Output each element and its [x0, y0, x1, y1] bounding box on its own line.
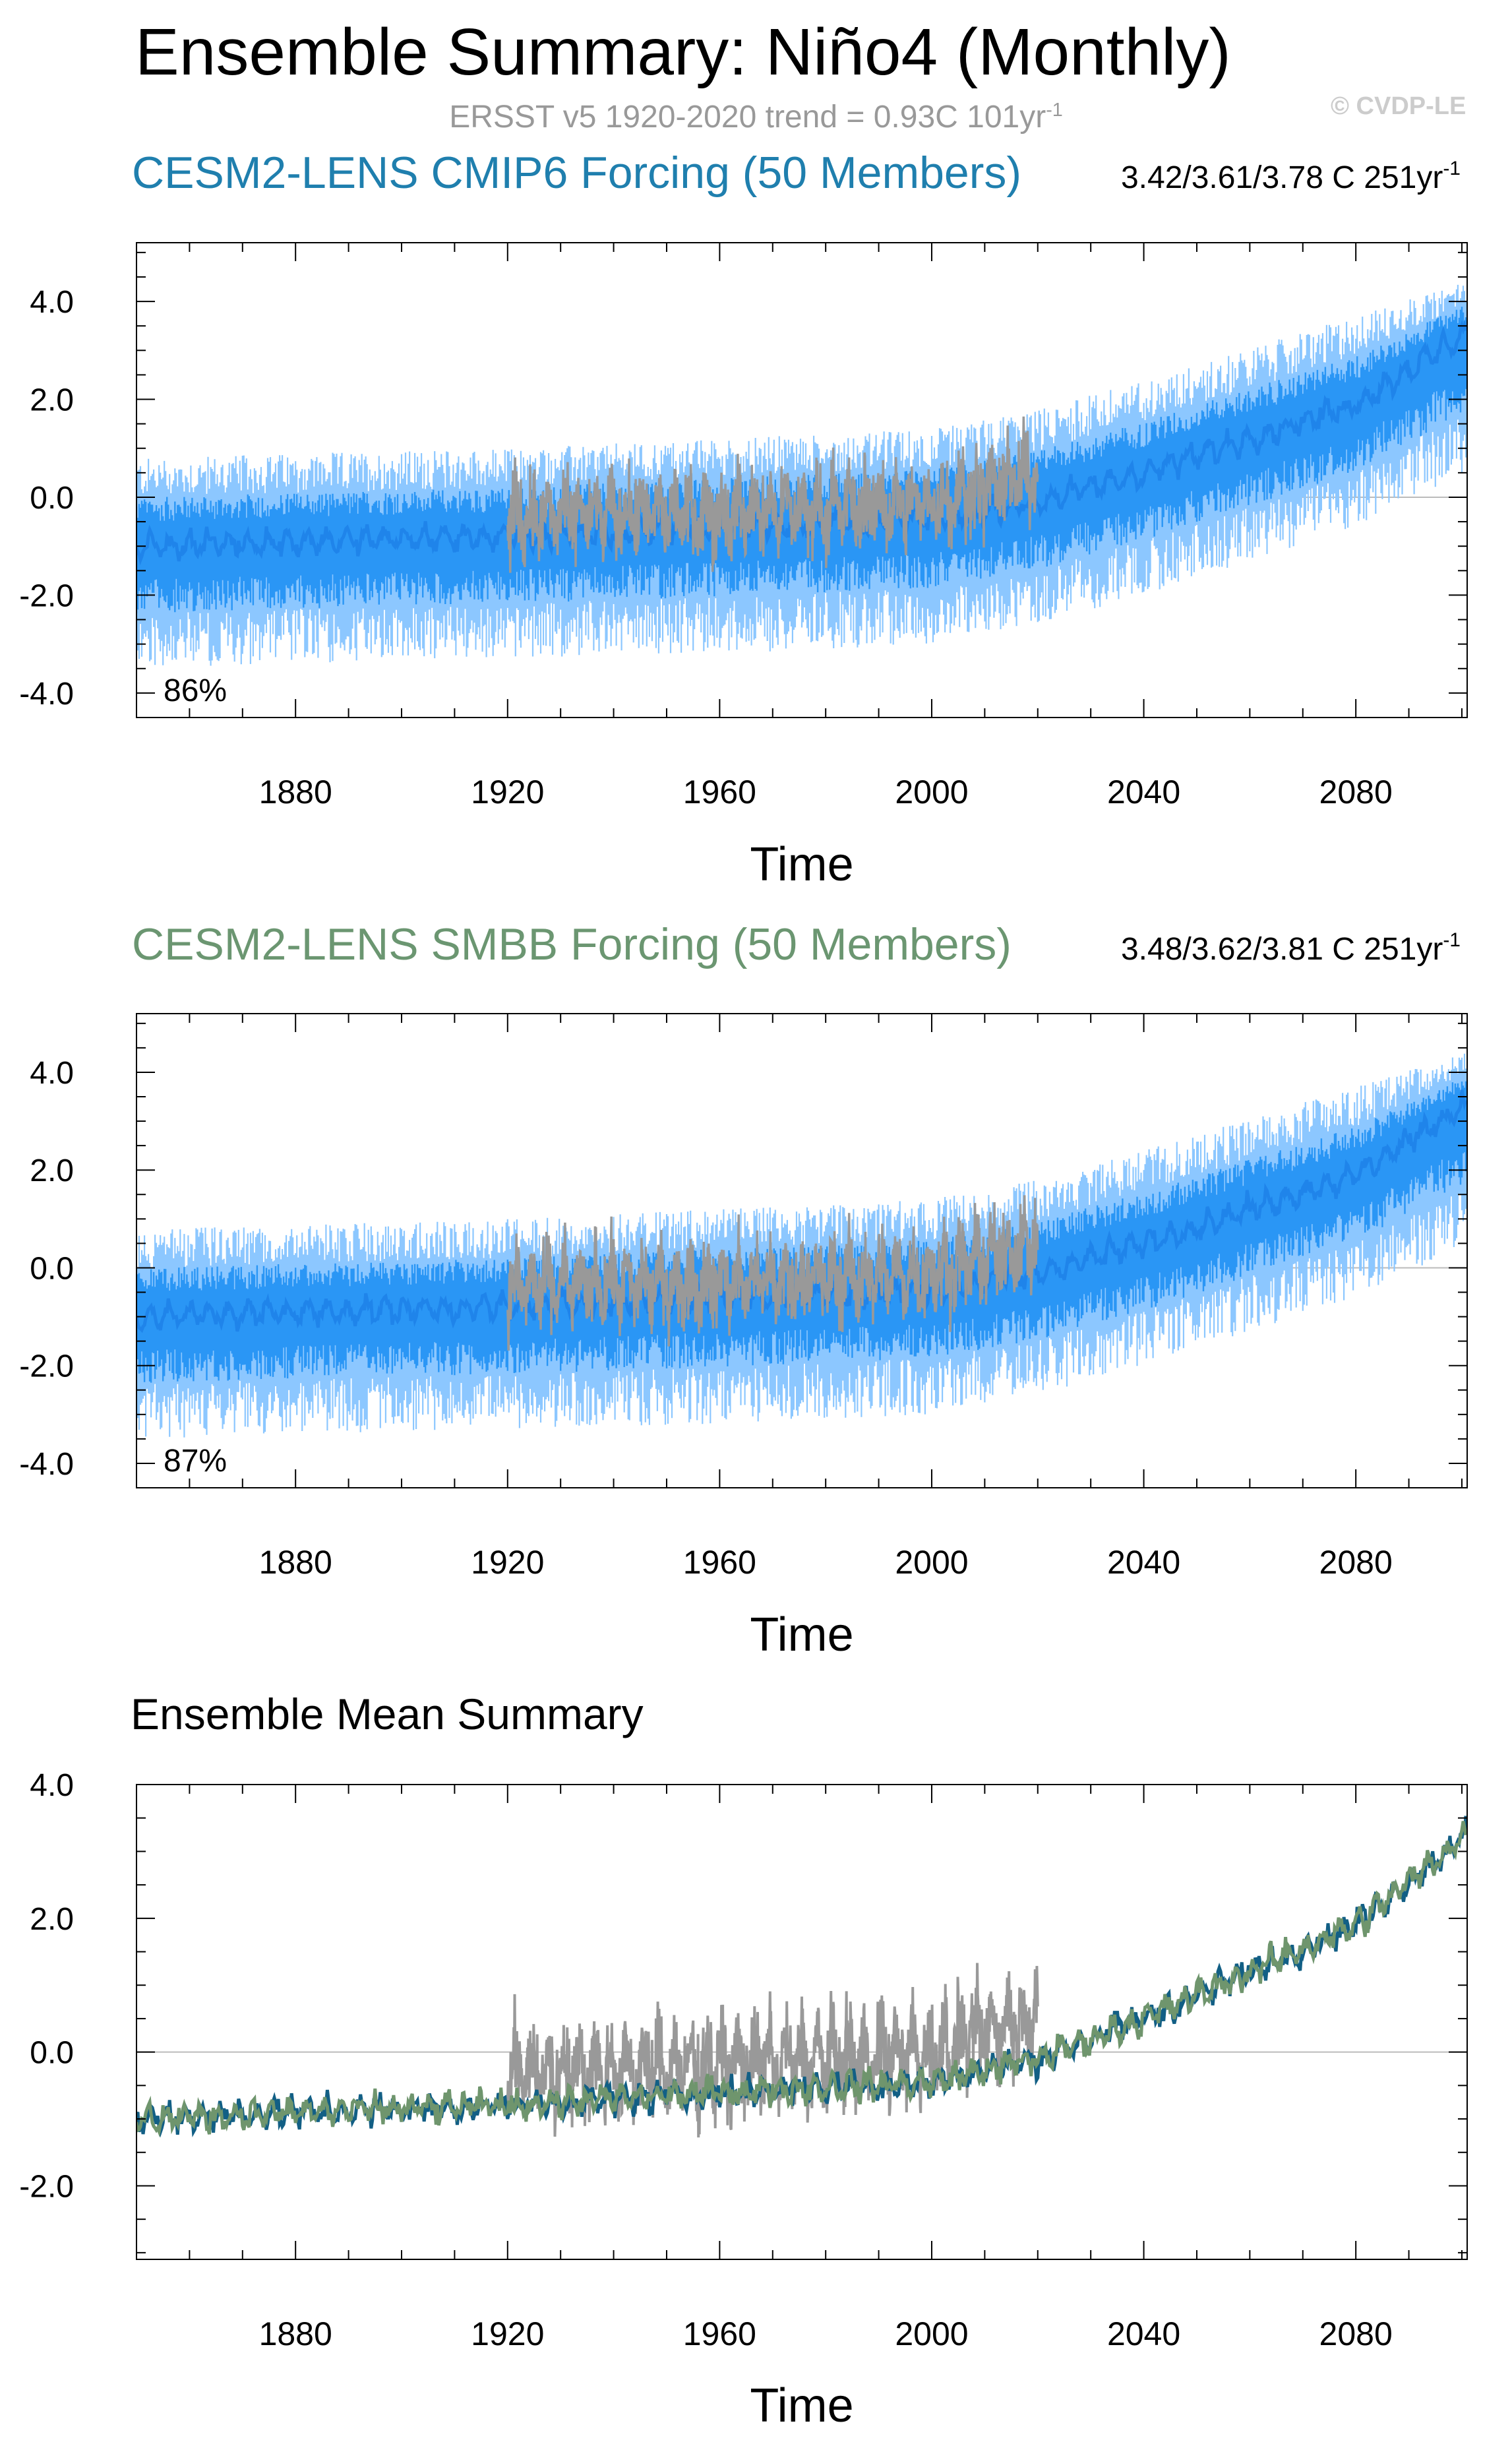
chart-title: CESM2-LENS CMIP6 Forcing (50 Members): [132, 148, 1021, 198]
x-tick-label: 1880: [259, 1544, 332, 1581]
observation-line: [506, 416, 1039, 573]
plot-area: [136, 1816, 1467, 2138]
obs-trend-note: ERSST v5 1920-2020 trend = 0.93C 101yr-1: [0, 99, 1512, 135]
x-tick-label: 2040: [1107, 2315, 1180, 2352]
trend-label-text: 3.48/3.62/3.81 C 251yr: [1121, 932, 1443, 967]
trend-label: 3.48/3.62/3.81 C 251yr-1: [1121, 929, 1461, 967]
x-tick-label: 1920: [471, 1544, 544, 1581]
trend-label-text: 3.42/3.61/3.78 C 251yr: [1121, 160, 1443, 195]
plot-frame: [136, 242, 1468, 718]
y-tick-label: -2.0: [19, 578, 74, 613]
trend-label-sup: -1: [1443, 929, 1461, 951]
y-tick-label: -2.0: [19, 1349, 74, 1384]
page-title: Ensemble Summary: Niño4 (Monthly): [135, 15, 1231, 89]
x-tick-label: 1960: [683, 1544, 756, 1581]
plot-area: [136, 1053, 1467, 1438]
chart-panel-2: CESM2-LENS SMBB Forcing (50 Members) 3.48…: [19, 919, 1468, 1661]
y-tick-label: 0.0: [30, 1251, 74, 1286]
y-tick-label: 2.0: [30, 1153, 74, 1188]
x-tick-label: 1960: [683, 774, 756, 810]
plot-frame: [136, 1784, 1468, 2260]
y-tick-label: 4.0: [30, 1056, 74, 1091]
x-axis-label: Time: [750, 1608, 853, 1661]
y-tick-label: 2.0: [30, 383, 74, 418]
y-tick-label: 0.0: [30, 2036, 74, 2071]
watermark: © CVDP-LE: [1331, 92, 1467, 120]
observation-line: [506, 1195, 1039, 1351]
x-tick-label: 2040: [1107, 774, 1180, 810]
x-axis-label: Time: [750, 838, 853, 891]
x-tick-label: 1960: [683, 2315, 756, 2352]
x-axis-label: Time: [750, 2379, 853, 2432]
x-tick-label: 2000: [895, 2315, 968, 2352]
y-tick-label: -4.0: [19, 677, 74, 712]
trend-label-sup: -1: [1443, 158, 1461, 179]
smbb-mean-line: [136, 1821, 1467, 2137]
percent-label: 86%: [164, 673, 227, 708]
y-tick-label: 4.0: [30, 285, 74, 320]
x-tick-label: 2080: [1319, 1544, 1393, 1581]
x-tick-label: 2080: [1319, 2315, 1393, 2352]
percent-label: 87%: [164, 1444, 227, 1479]
x-tick-label: 2080: [1319, 774, 1393, 810]
observation-line: [506, 1963, 1039, 2138]
x-tick-label: 2000: [895, 1544, 968, 1581]
trend-label: 3.42/3.61/3.78 C 251yr-1: [1121, 158, 1461, 195]
y-tick-label: -4.0: [19, 1447, 74, 1482]
chart-panel-3: Ensemble Mean Summary 4.0 2.0 0.0 -2.0 1880 19…: [19, 1690, 1468, 2432]
y-tick-label: 0.0: [30, 481, 74, 516]
chart-panel-1: CESM2-LENS CMIP6 Forcing (50 Members) 3.4…: [19, 148, 1468, 891]
y-tick-label: 2.0: [30, 1902, 74, 1937]
x-tick-label: 1920: [471, 774, 544, 810]
obs-trend-sup: -1: [1046, 100, 1063, 121]
x-tick-label: 1880: [259, 774, 332, 810]
y-tick-label: 4.0: [30, 1768, 74, 1803]
x-tick-label: 2000: [895, 774, 968, 810]
x-tick-label: 1920: [471, 2315, 544, 2352]
plot-area: [136, 284, 1467, 666]
plot-frame: [136, 1013, 1468, 1488]
obs-trend-text: ERSST v5 1920-2020 trend = 0.93C 101yr: [449, 100, 1046, 135]
chart-title: CESM2-LENS SMBB Forcing (50 Members): [132, 919, 1012, 969]
chart-title: Ensemble Mean Summary: [131, 1690, 644, 1738]
x-tick-label: 2040: [1107, 1544, 1180, 1581]
x-tick-label: 1880: [259, 2315, 332, 2352]
y-tick-label: -2.0: [19, 2169, 74, 2204]
